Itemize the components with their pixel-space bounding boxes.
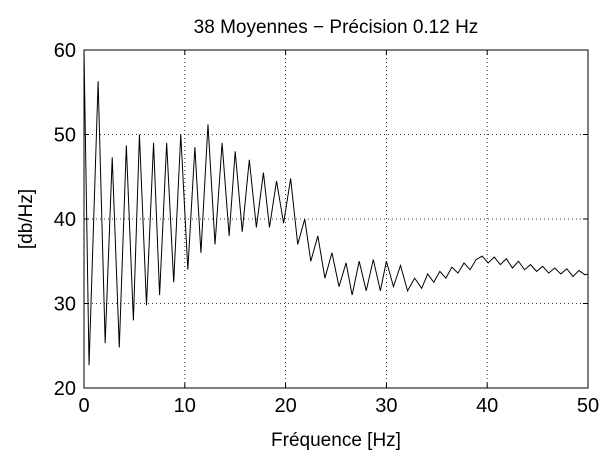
y-tick-label: 50 [54,125,76,147]
x-tick-label: 0 [78,395,89,417]
plot-frame [83,49,589,389]
x-tick-label: 50 [577,395,599,417]
chart-title: 38 Moyennes − Précision 0.12 Hz [194,17,479,38]
x-axis-label: Fréquence [Hz] [271,430,401,451]
y-tick-label: 40 [54,209,76,231]
x-tick-label: 30 [375,395,397,417]
data-line [83,49,589,366]
y-tick-label: 20 [54,378,76,400]
y-tick-label: 30 [54,294,76,316]
x-tick-label: 10 [174,395,196,417]
y-tick-label: 60 [54,40,76,62]
y-axis-label: [db/Hz] [16,189,37,249]
x-tick-label: 20 [274,395,296,417]
x-tick-label: 40 [476,395,498,417]
